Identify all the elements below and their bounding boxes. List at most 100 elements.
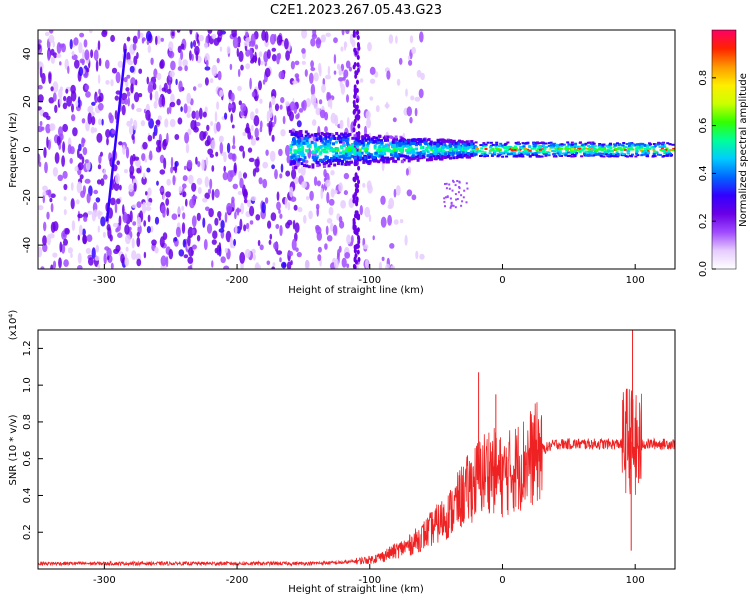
spectrogram-cell bbox=[184, 132, 190, 144]
spectrogram-cell bbox=[296, 135, 300, 139]
spectrogram-cell bbox=[38, 125, 43, 133]
spectrogram-cell bbox=[574, 153, 578, 156]
spectrogram-cell bbox=[137, 30, 141, 40]
spectrogram-cell bbox=[114, 202, 118, 214]
spectrogram-cell bbox=[234, 211, 237, 220]
spectrogram-cell bbox=[178, 249, 185, 257]
spectrogram-cell bbox=[483, 155, 487, 158]
spectrogram-cell bbox=[650, 146, 654, 149]
spectrogram-cell bbox=[327, 65, 331, 76]
spectrogram-cell bbox=[434, 145, 437, 149]
y-tick-label: 1.2 bbox=[22, 340, 33, 356]
spectrogram-cell bbox=[234, 224, 238, 235]
spectrogram-cell bbox=[481, 143, 485, 146]
spectrogram-cell bbox=[352, 225, 356, 231]
spectrogram-cell bbox=[602, 155, 606, 158]
spectrogram-cell bbox=[381, 256, 385, 261]
spectrogram-cell bbox=[463, 146, 466, 150]
spectrogram-cell bbox=[373, 146, 377, 150]
spectrogram-cell bbox=[203, 239, 208, 251]
spectrogram-cell bbox=[472, 145, 476, 149]
spectrogram-cell bbox=[268, 239, 272, 245]
spectrogram-cell bbox=[98, 88, 101, 95]
spectrogram-cell bbox=[224, 247, 228, 254]
spectrogram-cell bbox=[310, 94, 317, 106]
spectrogram-cell bbox=[489, 148, 493, 151]
spectrogram-cell bbox=[391, 151, 395, 155]
spectrogram-cell bbox=[233, 162, 237, 174]
spectrogram-cell bbox=[620, 149, 624, 152]
spectrogram-cell bbox=[343, 41, 348, 48]
spectrogram-cell bbox=[634, 155, 638, 158]
spectrogram-cell bbox=[315, 224, 320, 231]
spectrogram-cell bbox=[305, 164, 309, 168]
spectrogram-cell bbox=[354, 163, 358, 166]
spectrogram-cell bbox=[206, 223, 213, 234]
spectrogram-cell bbox=[393, 219, 399, 225]
spectrogram-cell bbox=[352, 151, 356, 155]
spectrogram-cell bbox=[232, 183, 238, 190]
spectrogram-cell bbox=[333, 70, 337, 75]
spectrogram-cell bbox=[608, 146, 612, 148]
spectrogram-cell bbox=[169, 101, 176, 108]
spectrogram-cell bbox=[287, 201, 291, 211]
spectrogram-cell bbox=[388, 34, 394, 44]
spectrogram-cell bbox=[366, 143, 370, 147]
spectrogram-cell bbox=[183, 103, 188, 114]
spectrogram-cell bbox=[46, 234, 52, 246]
spectrogram-cell bbox=[354, 73, 358, 79]
spectrogram-cell bbox=[667, 153, 671, 155]
spectrogram-cell bbox=[569, 151, 573, 154]
spectrogram-cell bbox=[245, 122, 250, 134]
spectrogram-cell bbox=[303, 164, 306, 167]
spectrogram-cell bbox=[239, 111, 245, 116]
spectrogram-cell bbox=[352, 220, 356, 226]
spectrogram-cell bbox=[150, 225, 154, 233]
spectrogram-cell bbox=[325, 132, 329, 136]
spectrogram-cell bbox=[265, 149, 269, 156]
spectrogram-cell bbox=[141, 201, 147, 214]
spectrogram-cell bbox=[498, 144, 501, 147]
spectrogram-cell bbox=[559, 155, 563, 157]
spectrogram-cell bbox=[491, 148, 495, 151]
spectrogram-cell bbox=[149, 150, 153, 161]
spectrogram-cell bbox=[316, 161, 320, 165]
spectrogram-cell bbox=[449, 206, 452, 209]
spectrogram-cell bbox=[521, 155, 525, 158]
spectrogram-cell bbox=[194, 45, 200, 56]
spectrogram-cell bbox=[321, 140, 325, 144]
spectrogram-cell bbox=[627, 152, 630, 155]
spectrogram-cell bbox=[626, 155, 630, 158]
spectrogram-cell bbox=[526, 150, 530, 153]
spectrogram-cell bbox=[360, 141, 364, 145]
spectrogram-cell bbox=[406, 155, 409, 159]
spectrogram-cell bbox=[237, 68, 241, 78]
spectrogram-cell bbox=[170, 93, 175, 105]
spectrogram-cell bbox=[169, 70, 175, 78]
spectrogram-cell bbox=[480, 147, 484, 150]
spectrogram-cell bbox=[278, 208, 281, 214]
spectrogram-cell bbox=[40, 266, 45, 269]
spectrogram-cell bbox=[79, 174, 84, 180]
spectrogram-cell bbox=[186, 113, 191, 118]
spectrogram-cell bbox=[433, 142, 437, 146]
spectrogram-cell bbox=[491, 143, 495, 146]
spectrogram-cell bbox=[245, 31, 249, 38]
spectrogram-cell bbox=[493, 153, 496, 156]
spectrogram-cell bbox=[264, 67, 271, 78]
spectrogram-cell bbox=[318, 99, 323, 105]
spectrogram-cell bbox=[627, 150, 631, 153]
spectrogram-cell bbox=[505, 155, 509, 158]
spectrogram-cell bbox=[152, 82, 157, 90]
spectrogram-cell bbox=[288, 129, 292, 133]
spectrogram-cell bbox=[457, 145, 461, 149]
spectrogram-cell bbox=[276, 191, 280, 201]
spectrogram-cell bbox=[204, 139, 210, 147]
spectrogram-cell bbox=[296, 120, 302, 128]
spectrogram-cell bbox=[336, 162, 340, 165]
spectrogram-cell bbox=[62, 95, 67, 102]
spectrogram-cell bbox=[131, 250, 137, 261]
spectrogram-cell bbox=[459, 144, 463, 148]
spectrogram-cell bbox=[607, 148, 611, 151]
spectrogram-cell bbox=[299, 132, 303, 136]
